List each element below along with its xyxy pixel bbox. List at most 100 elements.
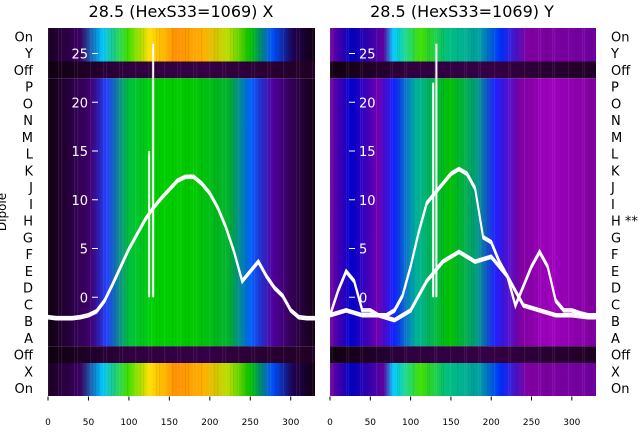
- heat-stripe: [95, 28, 97, 396]
- heat-band-4: [48, 363, 315, 396]
- dipole-label: G: [23, 231, 33, 246]
- heat-stripe: [457, 28, 459, 396]
- heat-stripe: [413, 28, 415, 396]
- heat-stripe: [584, 28, 586, 396]
- heat-stripe: [369, 28, 371, 396]
- heat-stripe: [397, 28, 399, 396]
- series-line-1: [330, 252, 596, 323]
- heat-stripe: [434, 28, 436, 396]
- dipole-label: Off: [14, 349, 34, 364]
- heat-stripe: [180, 28, 182, 396]
- heat-stripe: [201, 28, 203, 396]
- inner-y-tick-label: 5: [359, 243, 367, 258]
- dipole-label: B: [611, 315, 620, 330]
- dipole-label: I: [29, 198, 33, 213]
- heat-stripe: [406, 28, 408, 396]
- series-line-0: [48, 176, 315, 319]
- dipole-label: M: [22, 131, 33, 146]
- heat-stripe: [540, 28, 542, 396]
- heat-stripe: [441, 28, 443, 396]
- heat-stripe: [427, 28, 429, 396]
- dipole-label: X: [611, 365, 620, 380]
- heat-stripe: [547, 28, 549, 396]
- x-tick-label: 0: [45, 418, 51, 428]
- heat-stripe: [508, 28, 510, 396]
- dipole-label: D: [23, 282, 33, 297]
- heat-stripe: [561, 28, 563, 396]
- heat-stripe: [275, 28, 277, 396]
- dipole-label: M: [611, 131, 622, 146]
- heat-stripe: [159, 28, 161, 396]
- heat-stripe: [487, 28, 489, 396]
- heat-band-0: [48, 28, 315, 62]
- heat-stripe: [464, 28, 466, 396]
- heat-stripe: [591, 28, 593, 396]
- y-axis-label: Dipole: [0, 193, 9, 231]
- heat-stripe: [330, 28, 332, 396]
- series-line-0: [48, 177, 315, 321]
- heat-stripe: [119, 28, 121, 396]
- heat-stripe: [503, 28, 505, 396]
- dipole-label: O: [23, 97, 33, 112]
- inner-y-tick-label: 5: [80, 243, 88, 258]
- dipole-label: F: [611, 248, 618, 263]
- heat-stripe: [172, 28, 174, 396]
- heat-stripe: [164, 28, 166, 396]
- heat-stripe: [399, 28, 401, 396]
- heat-band-4: [330, 363, 596, 396]
- heat-stripe: [291, 28, 293, 396]
- heat-stripe: [307, 28, 309, 396]
- heat-stripe: [156, 28, 158, 396]
- dipole-label: P: [611, 81, 619, 96]
- dipole-label: On: [15, 30, 33, 45]
- heat-band-1: [330, 61, 596, 79]
- heat-stripe: [267, 28, 269, 396]
- series-line-1: [330, 249, 596, 320]
- heat-stripe: [348, 28, 350, 396]
- series-line-0: [330, 166, 596, 315]
- series-line-0: [48, 174, 315, 318]
- heat-stripe: [392, 28, 394, 396]
- heat-stripe: [209, 28, 211, 396]
- heat-stripe: [90, 28, 92, 396]
- heat-stripe: [575, 28, 577, 396]
- heat-stripe: [545, 28, 547, 396]
- heat-stripe: [568, 28, 570, 396]
- heat-stripe: [420, 28, 422, 396]
- inner-y-tick-label: 0: [359, 291, 367, 306]
- heat-stripe: [404, 28, 406, 396]
- heat-stripe: [82, 28, 84, 396]
- heat-stripe: [238, 28, 240, 396]
- inner-y-tick-label: 10: [71, 194, 88, 209]
- heat-stripe: [501, 28, 503, 396]
- heat-stripe: [114, 28, 116, 396]
- heat-stripe: [177, 28, 179, 396]
- heat-stripe: [531, 28, 533, 396]
- heat-stripe: [288, 28, 290, 396]
- heat-stripe: [339, 28, 341, 396]
- heat-stripe: [312, 28, 314, 396]
- heat-stripe: [193, 28, 195, 396]
- heat-band-1: [48, 61, 315, 79]
- heat-stripe: [214, 28, 216, 396]
- x-tick-label: 50: [83, 418, 95, 428]
- heat-band-0: [330, 28, 596, 62]
- heat-stripe: [450, 28, 452, 396]
- dipole-label: F: [26, 248, 33, 263]
- heat-stripe: [429, 28, 431, 396]
- dipole-label: Off: [611, 349, 631, 364]
- heat-stripe: [524, 28, 526, 396]
- dipole-label: J: [28, 181, 33, 196]
- heat-stripe: [443, 28, 445, 396]
- dipole-label: Y: [24, 47, 33, 62]
- heat-stripe: [74, 28, 76, 396]
- heat-stripe: [225, 28, 227, 396]
- heat-stripe: [577, 28, 579, 396]
- dipole-label: P: [25, 81, 33, 96]
- heat-stripe: [471, 28, 473, 396]
- dipole-label: N: [611, 114, 621, 129]
- heat-stripe: [217, 28, 219, 396]
- heat-stripe: [517, 28, 519, 396]
- heat-stripe: [390, 28, 392, 396]
